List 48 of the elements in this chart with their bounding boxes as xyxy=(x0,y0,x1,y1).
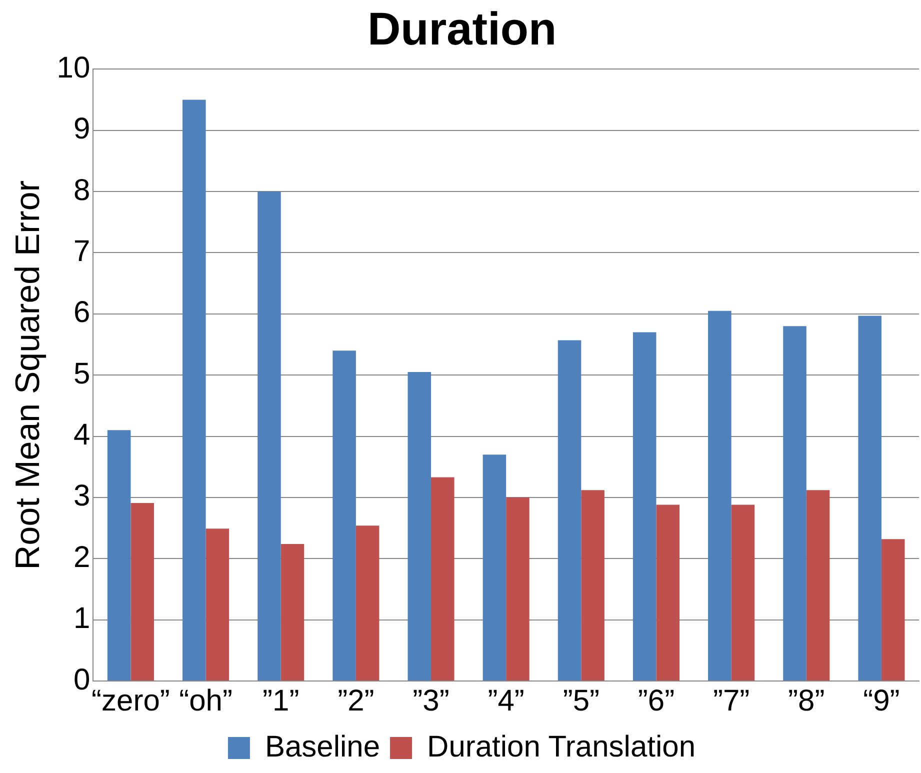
x-tick-label: ”4” xyxy=(488,684,524,718)
y-tick-label: 0 xyxy=(73,663,90,696)
chart-title: Duration xyxy=(367,2,557,54)
bar xyxy=(858,316,882,680)
bar xyxy=(182,100,206,680)
x-tick-label: ”7” xyxy=(712,684,750,718)
x-tick-label: ”1” xyxy=(262,684,300,718)
y-tick-label: 1 xyxy=(73,602,90,636)
x-tick-label: “oh” xyxy=(179,684,232,718)
x-tick-label: ”6” xyxy=(638,684,675,718)
x-tick-label: ”3” xyxy=(412,684,450,718)
bar xyxy=(708,310,732,680)
bar xyxy=(731,504,755,680)
x-tick-label: “zero” xyxy=(92,684,170,718)
y-tick-label: 6 xyxy=(73,296,90,330)
bar xyxy=(258,192,281,680)
x-tick-label: “9” xyxy=(863,684,900,718)
bar xyxy=(632,332,656,680)
y-tick-label: 2 xyxy=(73,540,90,574)
bar xyxy=(206,528,230,680)
bar xyxy=(656,504,680,680)
y-tick-label: 10 xyxy=(56,51,90,84)
bar xyxy=(280,544,304,680)
bar xyxy=(130,502,154,680)
bar xyxy=(482,454,506,680)
bar xyxy=(506,497,530,680)
bar xyxy=(881,539,905,680)
y-axis-title: Root Mean Squared Error xyxy=(8,180,47,570)
y-tick-label: 9 xyxy=(73,112,90,146)
bar xyxy=(581,490,604,680)
y-tick-label: 7 xyxy=(73,235,90,268)
bar xyxy=(356,526,380,680)
legend-label: Baseline xyxy=(264,730,380,764)
bar xyxy=(783,326,806,680)
y-tick-label: 8 xyxy=(73,174,90,207)
bar xyxy=(332,350,356,680)
x-tick-label: ”2” xyxy=(338,684,374,718)
y-tick-label: 3 xyxy=(73,480,90,513)
bar xyxy=(431,477,454,680)
bar xyxy=(408,372,432,680)
y-tick-label: 4 xyxy=(73,418,90,452)
y-tick-label: 5 xyxy=(73,357,90,390)
x-tick-label: ”8” xyxy=(788,684,825,718)
legend-label: Duration Translation xyxy=(427,730,696,764)
bar xyxy=(806,490,830,680)
x-tick-label: ”5” xyxy=(562,684,600,718)
bar xyxy=(107,430,131,680)
bar xyxy=(558,340,582,680)
